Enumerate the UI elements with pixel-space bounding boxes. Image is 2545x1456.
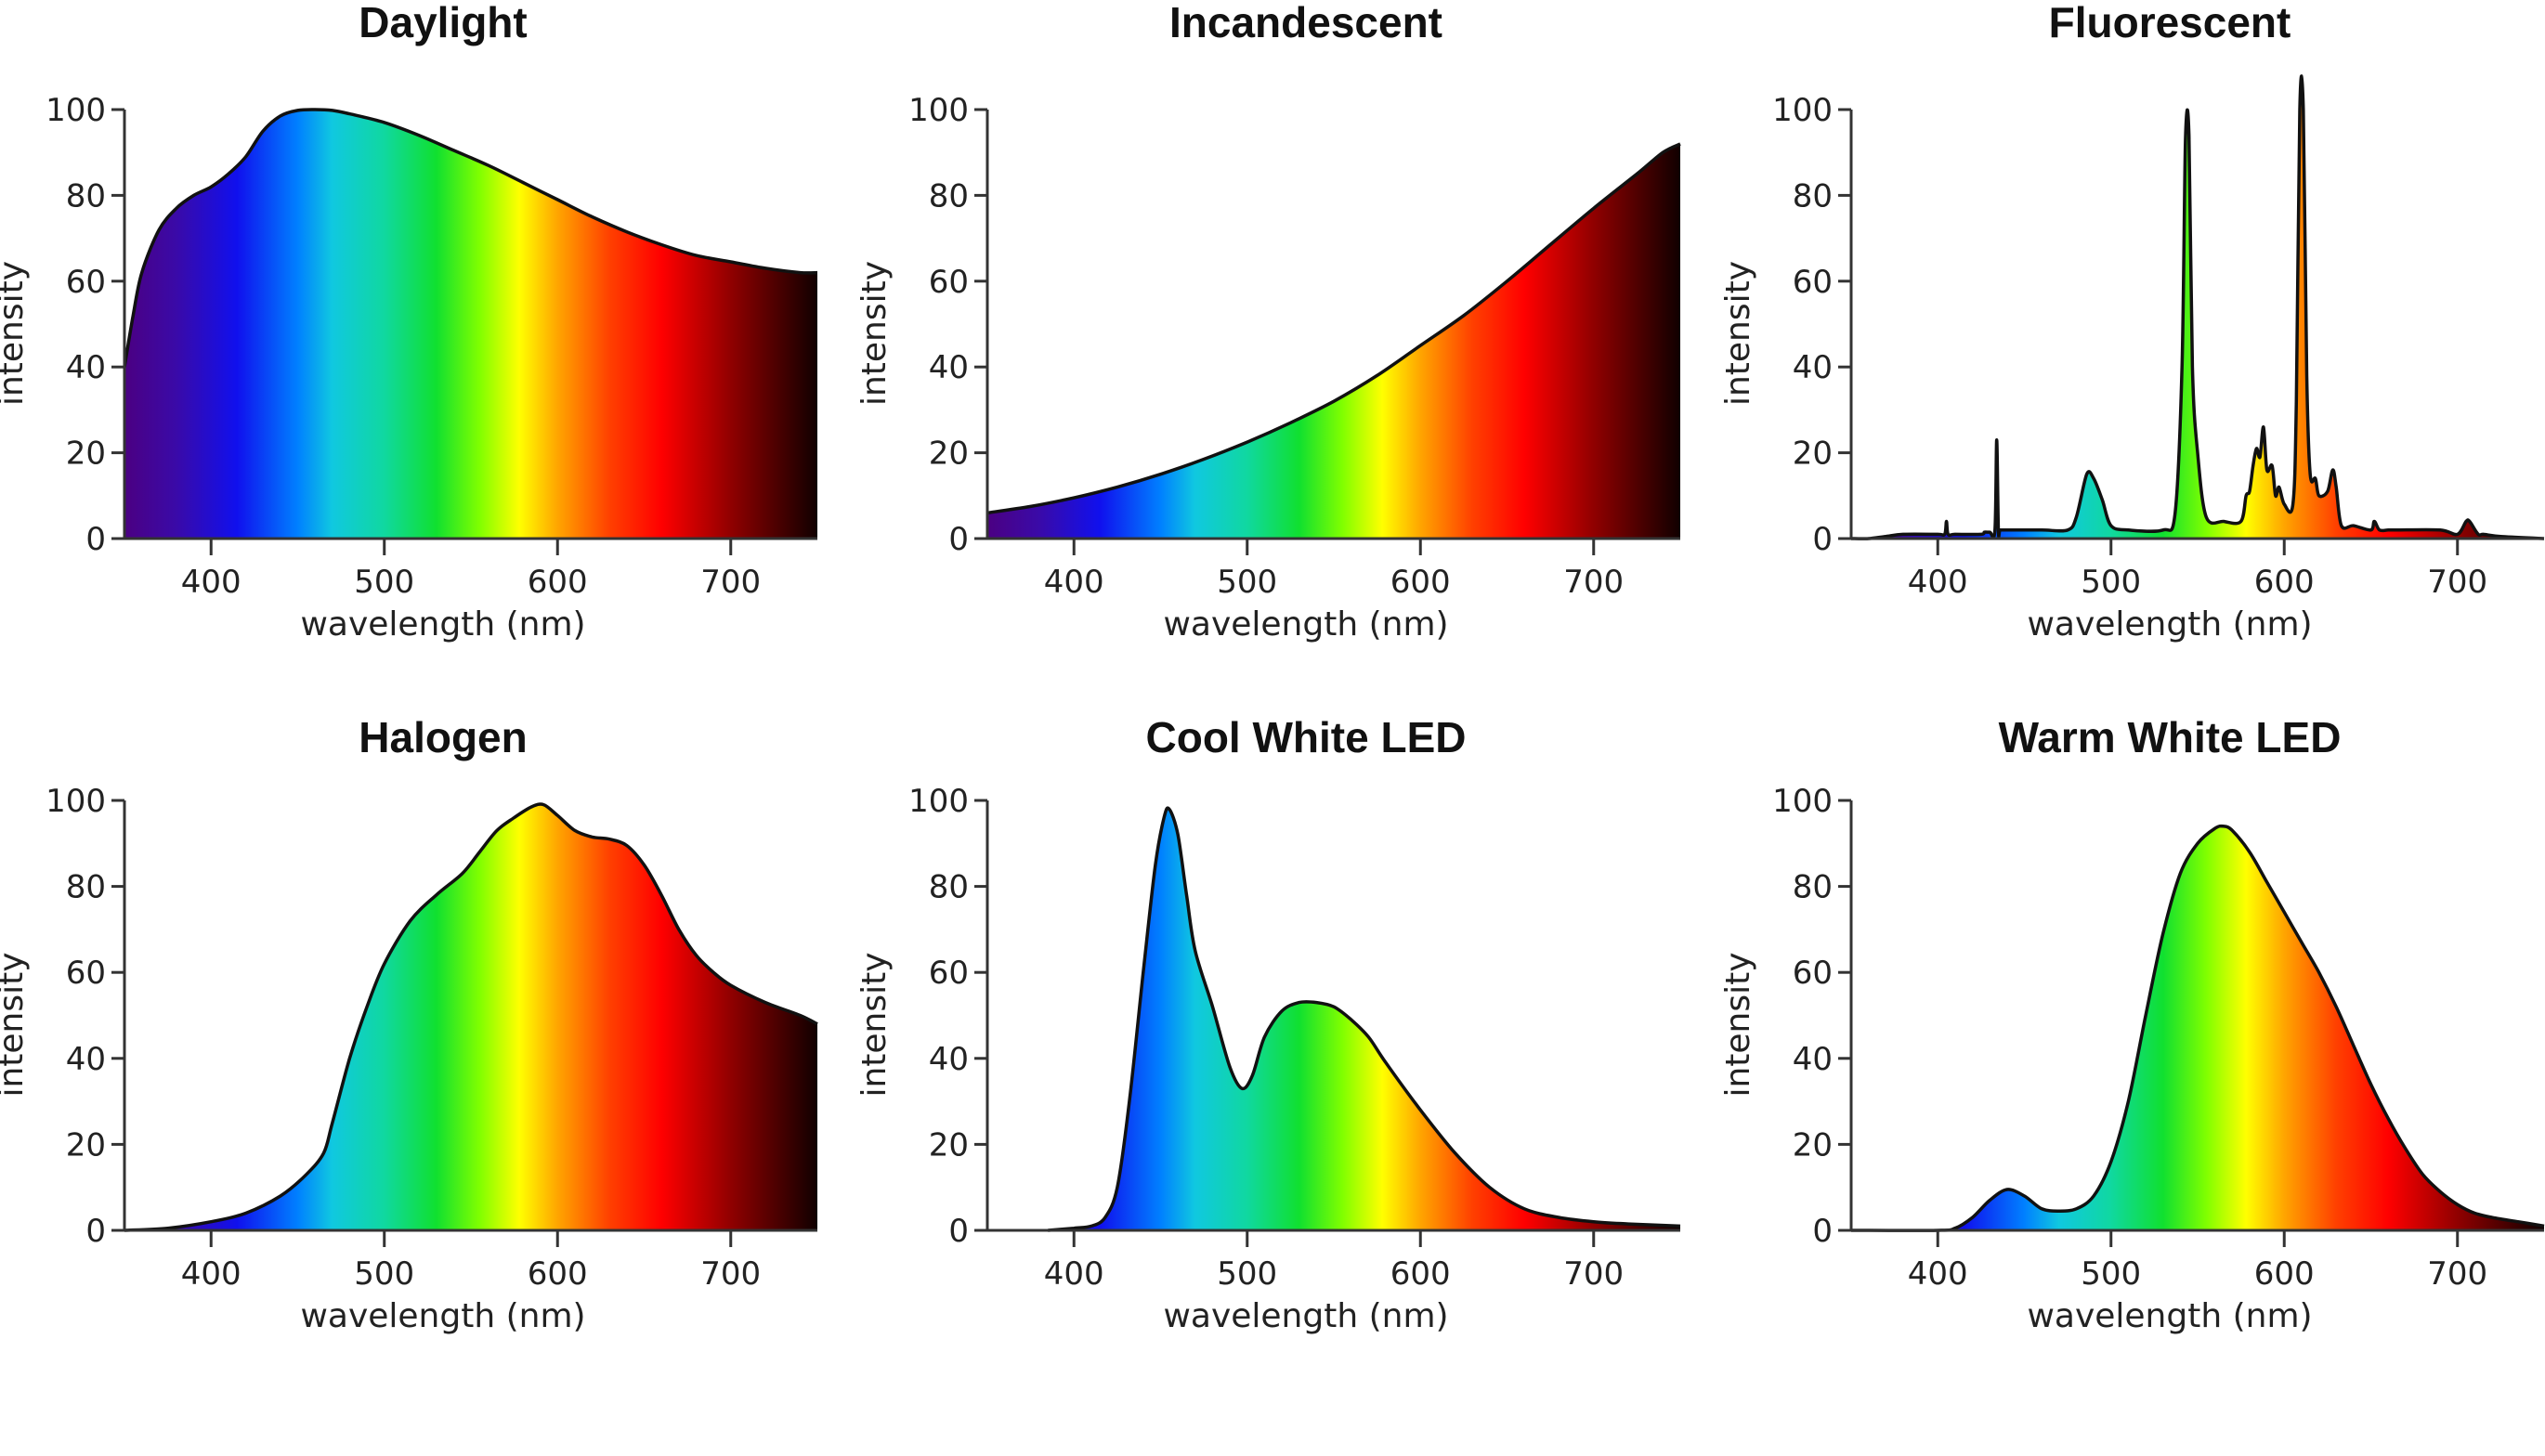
chart-panel-fluorescent: 0 20 40 60 80 100 400 500 600 700 wavelength (nm) i… — [1719, 0, 2545, 644]
y-tick-label: 100 — [1772, 92, 1833, 129]
x-axis-label: wavelength (nm) — [300, 1297, 585, 1335]
spectrum-area — [124, 109, 817, 539]
y-axis-label: intensity — [855, 261, 894, 406]
spectrum-line — [1048, 806, 1681, 1232]
y-tick-label: 0 — [1812, 1213, 1833, 1250]
x-tick-label: 700 — [1563, 564, 1624, 601]
chart-panel-halogen: 0 20 40 60 80 100 400 500 600 700 wavelength (nm) i… — [0, 713, 818, 1335]
y-tick-label: 80 — [1793, 177, 1833, 214]
x-axis-label: wavelength (nm) — [1163, 1297, 1448, 1335]
y-tick-label: 20 — [929, 1126, 969, 1164]
y-tick-label: 60 — [1793, 264, 1833, 301]
y-tick-label: 0 — [948, 1213, 969, 1250]
x-axis-label: wavelength (nm) — [300, 605, 585, 644]
x-tick-label: 400 — [1044, 564, 1104, 601]
y-tick-label: 0 — [85, 521, 106, 558]
x-tick-label: 700 — [700, 1255, 761, 1293]
chart-panel-cool-white-led: 0 20 40 60 80 100 400 500 600 700 wavelength (nm) i… — [855, 713, 1681, 1335]
y-tick-label: 40 — [66, 1041, 106, 1078]
x-tick-label: 700 — [2427, 1255, 2487, 1293]
y-tick-label: 60 — [929, 955, 969, 992]
y-tick-label: 60 — [1793, 955, 1833, 992]
x-tick-label: 600 — [1390, 564, 1451, 601]
x-axis-label: wavelength (nm) — [2027, 605, 2312, 644]
x-tick-label: 400 — [1908, 564, 1968, 601]
y-tick-label: 20 — [1793, 436, 1833, 473]
y-tick-label: 100 — [46, 783, 106, 820]
x-tick-label: 500 — [1217, 564, 1277, 601]
spectrum-area — [124, 804, 817, 1230]
spectrum-line — [1850, 824, 2545, 1232]
x-tick-label: 500 — [2081, 564, 2141, 601]
chart-title: Halogen — [359, 713, 527, 761]
y-axis-label: intensity — [855, 952, 894, 1097]
spectrum-area — [1851, 826, 2544, 1231]
y-tick-label: 60 — [929, 264, 969, 301]
x-tick-label: 500 — [354, 564, 414, 601]
x-tick-label: 400 — [181, 564, 241, 601]
spectrum-line — [986, 142, 1681, 515]
x-tick-label: 500 — [2081, 1255, 2141, 1293]
spectrum-line — [123, 108, 818, 368]
x-tick-label: 700 — [2427, 564, 2487, 601]
y-tick-label: 80 — [929, 177, 969, 214]
spectrum-area — [1048, 808, 1680, 1230]
x-tick-label: 600 — [2254, 1255, 2315, 1293]
y-tick-label: 100 — [908, 92, 969, 129]
y-tick-label: 80 — [929, 869, 969, 906]
x-tick-label: 500 — [1217, 1255, 1277, 1293]
y-tick-label: 40 — [929, 349, 969, 386]
y-tick-label: 100 — [908, 783, 969, 820]
y-tick-label: 0 — [85, 1213, 106, 1250]
chart-title: Cool White LED — [1146, 713, 1467, 761]
y-tick-label: 80 — [1793, 869, 1833, 906]
y-tick-label: 40 — [1793, 1041, 1833, 1078]
y-tick-label: 100 — [46, 92, 106, 129]
chart-panel-warm-white-led: 0 20 40 60 80 100 400 500 600 700 wavelength (nm) i… — [1719, 713, 2545, 1335]
y-tick-label: 60 — [66, 955, 106, 992]
x-tick-label: 400 — [181, 1255, 241, 1293]
x-axis-label: wavelength (nm) — [2027, 1297, 2312, 1335]
y-tick-label: 80 — [66, 177, 106, 214]
y-axis-label: intensity — [0, 261, 31, 406]
y-tick-label: 20 — [929, 436, 969, 473]
x-tick-label: 500 — [354, 1255, 414, 1293]
y-tick-label: 20 — [66, 1126, 106, 1164]
x-tick-label: 400 — [1044, 1255, 1104, 1293]
y-tick-label: 0 — [948, 521, 969, 558]
x-tick-label: 400 — [1908, 1255, 1968, 1293]
y-tick-label: 100 — [1772, 783, 1833, 820]
chart-title: Incandescent — [1169, 0, 1442, 46]
x-tick-label: 600 — [1390, 1255, 1451, 1293]
y-axis-label: intensity — [1719, 261, 1757, 406]
x-axis-label: wavelength (nm) — [1163, 605, 1448, 644]
chart-title: Warm White LED — [1999, 713, 2342, 761]
y-axis-label: intensity — [0, 952, 31, 1097]
x-tick-label: 700 — [700, 564, 761, 601]
x-tick-label: 700 — [1563, 1255, 1624, 1293]
chart-panel-daylight: 0 20 40 60 80 100 400 500 600 700 wavelength (nm) i… — [0, 0, 818, 644]
chart-title: Fluorescent — [2049, 0, 2291, 46]
y-tick-label: 0 — [1812, 521, 1833, 558]
y-tick-label: 40 — [66, 349, 106, 386]
y-axis-label: intensity — [1719, 952, 1757, 1097]
y-tick-label: 20 — [1793, 1126, 1833, 1164]
chart-title: Daylight — [359, 0, 527, 46]
spectrum-area — [987, 144, 1680, 539]
y-tick-label: 80 — [66, 869, 106, 906]
x-tick-label: 600 — [2254, 564, 2315, 601]
x-tick-label: 600 — [528, 564, 588, 601]
y-tick-label: 40 — [1793, 349, 1833, 386]
y-tick-label: 20 — [66, 436, 106, 473]
x-tick-label: 600 — [528, 1255, 588, 1293]
y-tick-label: 40 — [929, 1041, 969, 1078]
spectrum-line — [1850, 74, 2545, 540]
chart-panel-incandescent: 0 20 40 60 80 100 400 500 600 700 wavelength (nm) i… — [855, 0, 1681, 644]
y-tick-label: 60 — [66, 264, 106, 301]
spectrum-line — [124, 802, 818, 1232]
